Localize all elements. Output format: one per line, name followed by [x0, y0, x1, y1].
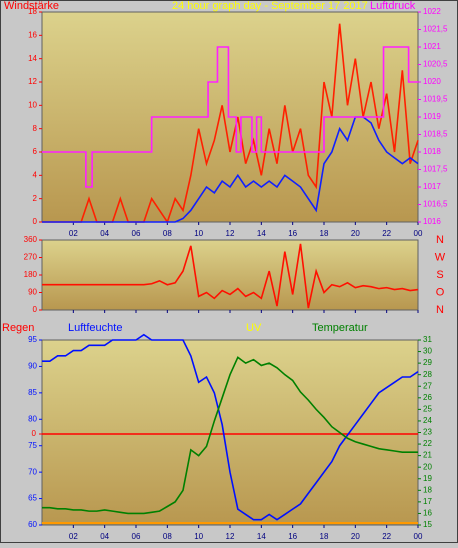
y-tick-label: 95	[28, 335, 37, 344]
plot-area	[41, 339, 419, 526]
y-tick-label: 270	[24, 253, 38, 262]
y-tick-label: 75	[28, 441, 37, 450]
x-tick-label: 08	[163, 229, 172, 238]
series-line	[42, 243, 419, 309]
compass-label: N	[436, 234, 444, 246]
legend-label: Luftfeuchte	[68, 322, 122, 334]
x-tick-label: 20	[351, 229, 360, 238]
y-tick-label: 90	[28, 362, 37, 371]
x-tick-label: 22	[382, 229, 391, 238]
plot-area	[41, 239, 419, 311]
legend-label: Regen	[2, 322, 34, 334]
y2-tick-label: 1017,5	[423, 165, 448, 174]
compass-label: W	[435, 251, 446, 263]
y-tick-label: 85	[28, 388, 37, 397]
y-tick-label: 180	[24, 270, 38, 279]
y2-tick-label: 17	[423, 497, 432, 506]
x-tick-label: 08	[163, 532, 172, 541]
y-tick-label: 12	[28, 77, 37, 86]
y-tick-label: 10	[28, 100, 37, 109]
x-tick-label: 14	[257, 532, 266, 541]
y-tick-label: 65	[28, 494, 37, 503]
y-tick-label: 2	[33, 194, 38, 203]
y2-tick-label: 1018,5	[423, 130, 448, 139]
x-tick-label: 14	[257, 229, 266, 238]
y2-tick-label: 1019	[423, 112, 441, 121]
y2-tick-label: 29	[423, 358, 432, 367]
y-tick-label: 6	[33, 147, 38, 156]
x-tick-label: 06	[132, 532, 141, 541]
y2-tick-label: 18	[423, 485, 432, 494]
compass-label: S	[436, 269, 443, 281]
y2-tick-label: 23	[423, 428, 432, 437]
y2-tick-label: 1022	[423, 7, 441, 16]
series-line	[42, 333, 419, 521]
x-tick-label: 04	[100, 229, 109, 238]
y2-axis-label: Luftdruck	[370, 0, 416, 12]
y-tick-label: 4	[33, 170, 38, 179]
x-tick-label: 22	[382, 532, 391, 541]
x-tick-label: 10	[194, 229, 203, 238]
y2-tick-label: 30	[423, 347, 432, 356]
y2-tick-label: 31	[423, 335, 432, 344]
y2-tick-label: 21	[423, 451, 432, 460]
y-tick-label: 14	[28, 54, 37, 63]
y2-tick-label: 16	[423, 509, 432, 518]
y2-tick-label: 25	[423, 404, 432, 413]
y2-tick-label: 1021	[423, 42, 441, 51]
y2-tick-label: 1020	[423, 77, 441, 86]
x-tick-label: 18	[320, 532, 329, 541]
y2-tick-label: 1016	[423, 217, 441, 226]
series-line	[42, 46, 418, 188]
x-tick-label: 00	[414, 532, 423, 541]
y-tick-label: 0	[33, 217, 38, 226]
y2-tick-label: 19	[423, 474, 432, 483]
x-tick-label: 02	[69, 532, 78, 541]
y-axis-label: Windstärke	[4, 0, 59, 12]
y-tick-label: 0	[33, 305, 38, 314]
y-tick-label: 60	[28, 520, 37, 529]
series-line	[42, 356, 418, 515]
compass-label: O	[436, 286, 445, 298]
y-tick-label: 8	[33, 124, 38, 133]
y2-tick-label: 27	[423, 381, 432, 390]
y-tick-label: 16	[28, 30, 37, 39]
y2-tick-label: 26	[423, 393, 432, 402]
y2-tick-label: 1018	[423, 147, 441, 156]
y2-tick-label: 1019,5	[423, 95, 448, 104]
compass-label: N	[436, 304, 444, 316]
x-tick-label: 04	[100, 532, 109, 541]
y-tick-label: 70	[28, 467, 37, 476]
y-tick-label: 360	[24, 235, 38, 244]
y2-tick-label: 22	[423, 439, 432, 448]
x-tick-label: 10	[194, 532, 203, 541]
x-tick-label: 16	[288, 532, 297, 541]
y2-tick-label: 1017	[423, 182, 441, 191]
x-tick-label: 06	[132, 229, 141, 238]
rain-tick-label: 0	[32, 429, 37, 438]
y2-tick-label: 1020,5	[423, 60, 448, 69]
chart-title: 24 hour graph day - September 17 2017	[172, 0, 368, 12]
y2-tick-label: 1021,5	[423, 25, 448, 34]
legend-label: Temperatur	[312, 322, 368, 334]
x-tick-label: 16	[288, 229, 297, 238]
x-tick-label: 00	[414, 229, 423, 238]
x-tick-label: 20	[351, 532, 360, 541]
y-tick-label: 80	[28, 414, 37, 423]
y2-tick-label: 28	[423, 370, 432, 379]
legend-label: UV	[246, 322, 262, 334]
x-tick-label: 12	[226, 532, 235, 541]
x-tick-label: 18	[320, 229, 329, 238]
y2-tick-label: 15	[423, 520, 432, 529]
y2-tick-label: 1016,5	[423, 200, 448, 209]
y-tick-label: 18	[28, 7, 37, 16]
y2-tick-label: 24	[423, 416, 432, 425]
x-tick-label: 12	[226, 229, 235, 238]
y2-tick-label: 20	[423, 462, 432, 471]
x-tick-label: 02	[69, 229, 78, 238]
y-tick-label: 90	[28, 288, 37, 297]
